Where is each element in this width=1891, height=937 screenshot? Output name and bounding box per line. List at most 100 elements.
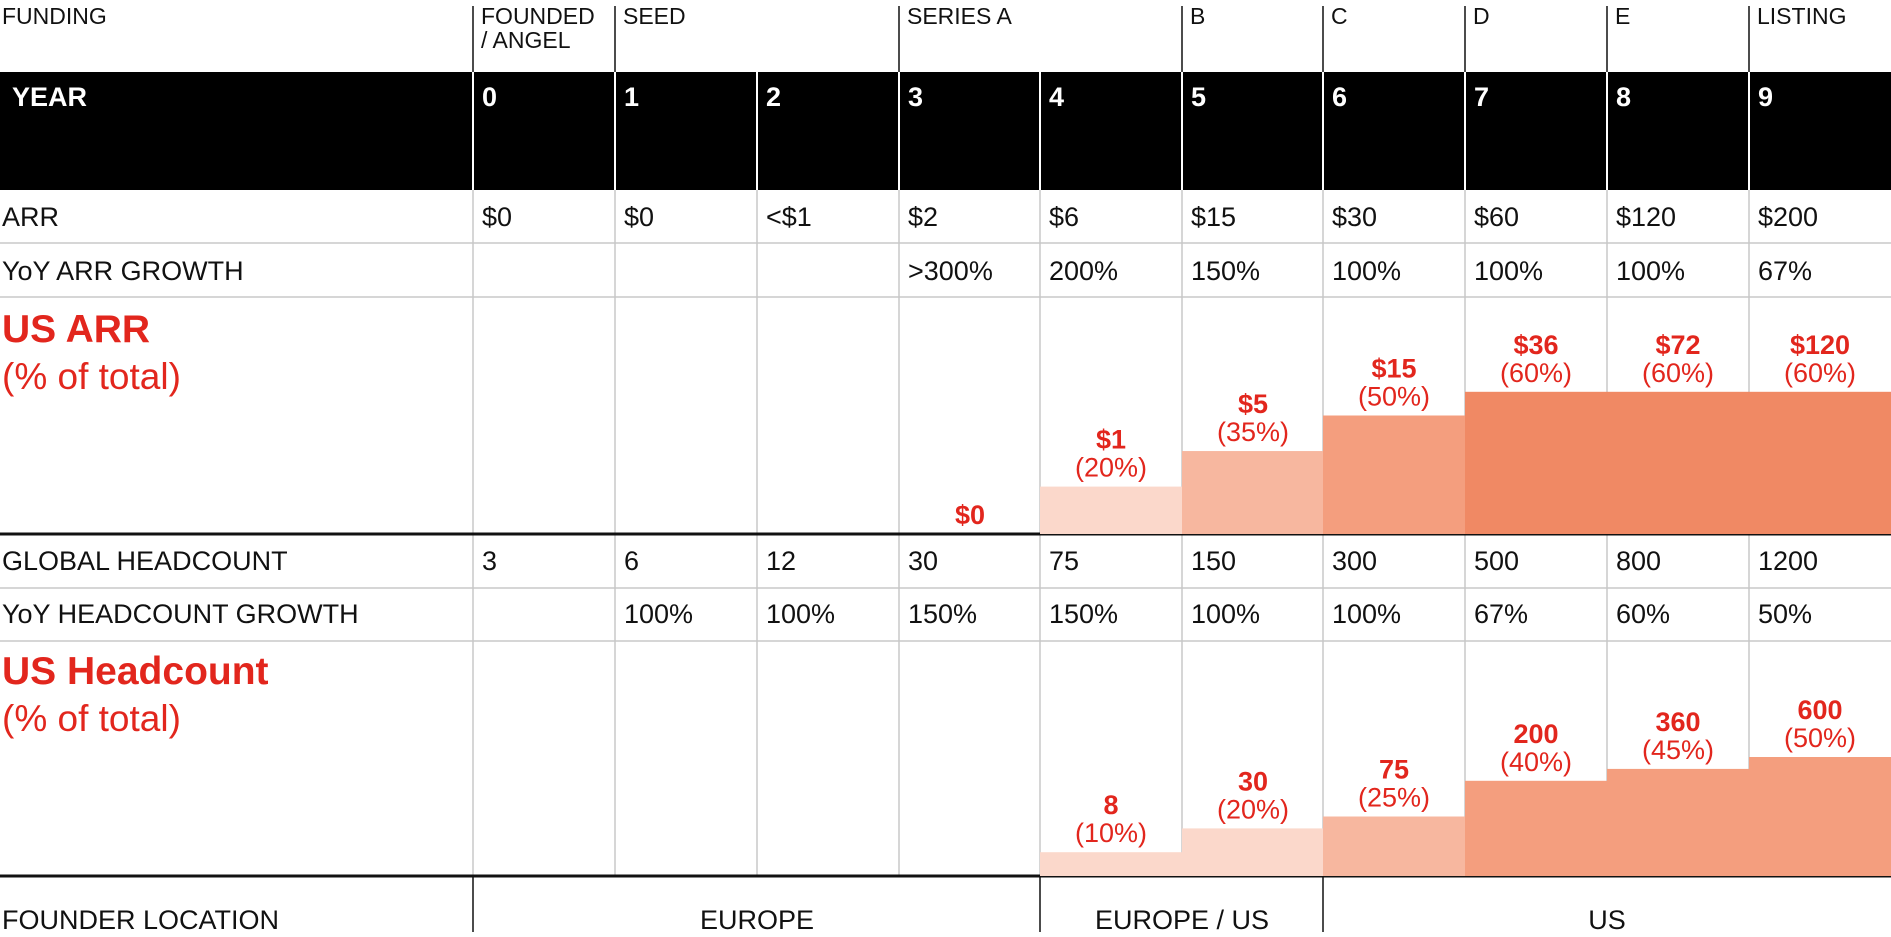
- us-headcount-pct-label: (40%): [1500, 747, 1572, 777]
- location-us: US: [1588, 905, 1626, 932]
- headcount-growth-value: 60%: [1616, 599, 1670, 629]
- year-value: 1: [624, 82, 639, 112]
- bar-value-labels: $0(20%)$1 (35%)$5 (50%)$15 (60%)$36(60%)$72…: [955, 330, 1856, 848]
- headcount-growth-value: 100%: [624, 599, 693, 629]
- arr-value: $2: [908, 202, 938, 232]
- arr-value: $6: [1049, 202, 1079, 232]
- arr-value: $120: [1616, 202, 1676, 232]
- stage-label-founded: FOUNDED: [481, 3, 595, 29]
- us-headcount-pct-label: (25%): [1358, 783, 1430, 813]
- us-headcount-pct-label: (50%): [1784, 723, 1856, 753]
- us-headcount-bar: [1040, 852, 1182, 876]
- us-arr-bar: [1040, 486, 1182, 534]
- year-value: 7: [1474, 82, 1489, 112]
- us-arr-pct-label: (60%): [1642, 358, 1714, 388]
- arr-value: $0: [482, 202, 512, 232]
- stage-label-series-a: SERIES A: [907, 3, 1012, 29]
- arr-growth-value: 150%: [1191, 256, 1260, 286]
- arr-growth-value: 67%: [1758, 256, 1812, 286]
- us-arr-value-label: $1: [1096, 425, 1126, 455]
- us-arr-bar: [1607, 391, 1749, 534]
- headcount-growth-value: 50%: [1758, 599, 1812, 629]
- us-headcount-pct-label: (10%): [1075, 818, 1147, 848]
- us-headcount-bar: [1323, 816, 1465, 876]
- arr-growth-value: 100%: [1616, 256, 1685, 286]
- headcount-value: 3: [482, 546, 497, 576]
- arr-value: $0: [624, 202, 654, 232]
- headcount-value: 12: [766, 546, 796, 576]
- year-value: 3: [908, 82, 923, 112]
- stage-label-d: D: [1473, 3, 1490, 29]
- headcount-value: 6: [624, 546, 639, 576]
- stage-label-c: C: [1331, 3, 1348, 29]
- us-headcount-title: US Headcount: [2, 650, 269, 693]
- us-headcount-value-label: 600: [1797, 695, 1842, 725]
- us-arr-value-label: $15: [1371, 354, 1416, 384]
- headcount-value: 1200: [1758, 546, 1818, 576]
- year-header-band: [0, 72, 1891, 190]
- us-arr-pct-label: (60%): [1784, 358, 1856, 388]
- us-headcount-bars: [1040, 757, 1891, 876]
- us-headcount-value-label: 75: [1379, 755, 1409, 785]
- stage-label-founded-line2: / ANGEL: [481, 27, 571, 53]
- us-arr-bar: [1465, 391, 1607, 534]
- year-value: 8: [1616, 82, 1631, 112]
- us-arr-subtitle: (% of total): [2, 356, 181, 397]
- year-value: 4: [1049, 82, 1064, 112]
- arr-growth-label: YoY ARR GROWTH: [2, 256, 244, 286]
- us-headcount-subtitle: (% of total): [2, 698, 181, 739]
- us-headcount-bar: [1607, 768, 1749, 876]
- arr-value: $200: [1758, 202, 1818, 232]
- funding-label: FUNDING: [2, 3, 107, 29]
- headcount-value: 75: [1049, 546, 1079, 576]
- headcount-growth-value: 150%: [1049, 599, 1118, 629]
- year-value: 6: [1332, 82, 1347, 112]
- headcount-value: 30: [908, 546, 938, 576]
- headcount-growth-label: YoY HEADCOUNT GROWTH: [2, 599, 359, 629]
- us-headcount-bar: [1465, 780, 1607, 876]
- us-headcount-value-label: 8: [1103, 790, 1118, 820]
- stage-label-b: B: [1190, 3, 1205, 29]
- headcount-value: 500: [1474, 546, 1519, 576]
- headcount-growth-value: 67%: [1474, 599, 1528, 629]
- arr-growth-value: 200%: [1049, 256, 1118, 286]
- us-headcount-value-label: 30: [1238, 766, 1268, 796]
- arr-growth-value: 100%: [1332, 256, 1401, 286]
- year-value: 5: [1191, 82, 1206, 112]
- arr-label: ARR: [2, 202, 59, 232]
- stage-label-seed: SEED: [623, 3, 686, 29]
- headcount-growth-value: 100%: [766, 599, 835, 629]
- stage-label-e: E: [1615, 3, 1630, 29]
- stage-label-listing: LISTING: [1757, 3, 1846, 29]
- founder-location-groups: EUROPE EUROPE / US US: [700, 905, 1626, 935]
- arr-value: $15: [1191, 202, 1236, 232]
- arr-growth-value: >300%: [908, 256, 993, 286]
- us-arr-bar: [1749, 391, 1891, 534]
- headcount-growth-value: 100%: [1332, 599, 1401, 629]
- year-label: YEAR: [12, 82, 87, 112]
- us-arr-pct-label: (60%): [1500, 358, 1572, 388]
- table-cells: 0 $0 3 1 $0 6 100% 2 <$1 12 100% 3 $2 >300% 30 150% 4 $6 2…: [482, 82, 1818, 629]
- us-headcount-bar: [1749, 757, 1891, 876]
- us-arr-pct-label: (20%): [1075, 453, 1147, 483]
- funding-stage-labels: FOUNDED/ ANGEL SEED SERIES A B C D E LISTING: [481, 3, 1846, 53]
- location-europe-us: EUROPE / US: [1095, 905, 1269, 932]
- us-headcount-pct-label: (45%): [1642, 735, 1714, 765]
- us-headcount-value-label: 200: [1513, 719, 1558, 749]
- us-arr-bar: [1182, 451, 1324, 534]
- us-arr-value-label: $120: [1790, 330, 1850, 360]
- headcount-value: 300: [1332, 546, 1377, 576]
- headcount-value: 800: [1616, 546, 1661, 576]
- year-value: 2: [766, 82, 781, 112]
- us-arr-value-label: $0: [955, 500, 985, 530]
- us-arr-value-label: $36: [1513, 330, 1558, 360]
- headcount-value: 150: [1191, 546, 1236, 576]
- us-headcount-pct-label: (20%): [1217, 794, 1289, 824]
- us-arr-bars: [1040, 391, 1891, 534]
- us-arr-pct-label: (50%): [1358, 382, 1430, 412]
- us-arr-value-label: $5: [1238, 389, 1268, 419]
- us-arr-title: US ARR: [2, 308, 150, 351]
- location-europe: EUROPE: [700, 905, 814, 932]
- headcount-growth-value: 150%: [908, 599, 977, 629]
